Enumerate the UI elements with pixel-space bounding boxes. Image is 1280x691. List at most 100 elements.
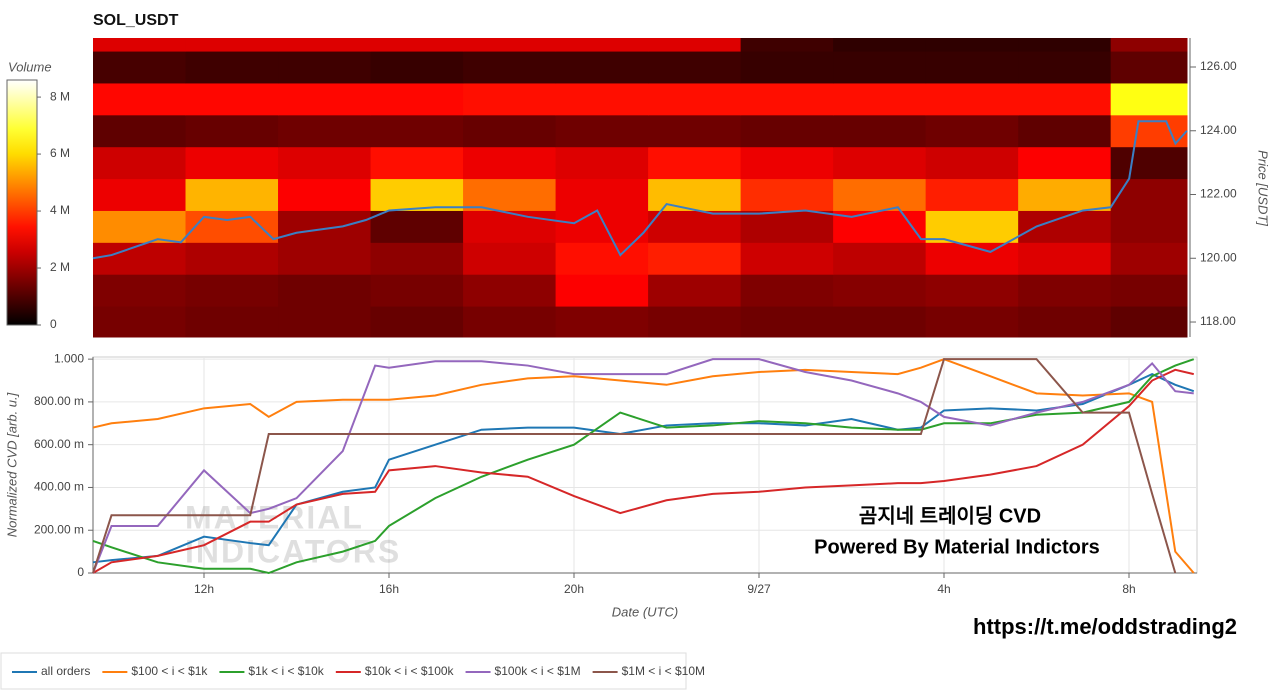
heat-cell xyxy=(93,82,187,116)
heat-cell xyxy=(925,306,1019,338)
heat-cell xyxy=(93,114,187,148)
heat-cell xyxy=(555,114,649,148)
heat-cell xyxy=(93,306,187,338)
heat-cell xyxy=(1018,146,1112,180)
cvd-line xyxy=(92,373,1195,564)
colorbar-tick-label: 8 M xyxy=(50,89,70,103)
annotation-link: https://t.me/oddstrading2 xyxy=(973,614,1237,639)
colorbar-label: Volume xyxy=(8,59,52,74)
price-tick-label: 120.00 xyxy=(1200,250,1237,264)
heat-cell xyxy=(555,274,649,307)
heat-cell xyxy=(555,146,649,180)
heat-cell xyxy=(278,306,372,338)
legend-label: $100k < i < $1M xyxy=(495,664,581,678)
y-tick-label: 600.00 m xyxy=(34,437,84,451)
heat-cell xyxy=(93,51,187,84)
heat-cell xyxy=(185,306,279,338)
heat-cell xyxy=(925,82,1019,116)
heat-cell xyxy=(1018,242,1112,275)
heat-cell xyxy=(648,38,742,52)
legend-box xyxy=(0,652,687,690)
colorbar-tick-label: 4 M xyxy=(50,203,70,217)
heat-cell xyxy=(833,51,927,84)
legend-label: $100 < i < $1k xyxy=(131,664,208,678)
heat-cell xyxy=(278,242,372,275)
heat-cell xyxy=(370,178,464,211)
heat-cell xyxy=(1018,38,1112,52)
heat-cell xyxy=(833,114,927,148)
heat-cell xyxy=(185,51,279,84)
heat-cell xyxy=(463,51,557,84)
heat-cell xyxy=(1018,306,1112,338)
cvd-line xyxy=(92,358,1195,574)
heat-cell xyxy=(278,51,372,84)
x-tick-label: 9/27 xyxy=(747,582,771,596)
heat-cell xyxy=(278,210,372,243)
heat-cell xyxy=(833,146,927,180)
y-axis-label: Normalized CVD [arb. u.] xyxy=(4,392,19,537)
heat-cell xyxy=(463,146,557,180)
heat-cell xyxy=(93,178,187,211)
annotation: Powered By Material Indictors xyxy=(814,536,1100,558)
heat-cell xyxy=(463,274,557,307)
heat-cell xyxy=(648,210,742,243)
heat-cell xyxy=(555,242,649,275)
heat-cell xyxy=(93,210,187,243)
heat-cell xyxy=(833,242,927,275)
cvd-line xyxy=(92,358,1195,575)
heat-cell xyxy=(1110,146,1188,180)
heat-cell xyxy=(648,274,742,307)
y-tick-label: 1.000 xyxy=(54,351,84,365)
heat-cell xyxy=(833,82,927,116)
heat-cell xyxy=(93,146,187,180)
heat-cell xyxy=(925,210,1019,243)
heat-cell xyxy=(463,306,557,338)
heat-cell xyxy=(463,82,557,116)
colorbar-tick-label: 0 xyxy=(50,317,57,331)
heat-cell xyxy=(1018,210,1112,243)
heat-cell xyxy=(740,146,834,180)
heat-cell xyxy=(833,38,927,52)
heat-cell xyxy=(740,306,834,338)
cvd-line xyxy=(92,368,1194,574)
watermark: MATERIAL xyxy=(185,499,364,535)
heat-cell xyxy=(648,82,742,116)
heat-cell xyxy=(555,306,649,338)
heat-cell xyxy=(463,38,557,52)
price-tick-label: 118.00 xyxy=(1200,314,1236,328)
heat-cell xyxy=(740,242,834,275)
heat-cell xyxy=(1110,51,1188,84)
heat-cell xyxy=(463,242,557,275)
heat-cell xyxy=(1110,178,1188,211)
y-tick-label: 200.00 m xyxy=(34,522,84,536)
heat-cell xyxy=(1110,274,1188,307)
heat-cell xyxy=(1018,51,1112,84)
heat-cell xyxy=(278,146,372,180)
x-tick-label: 4h xyxy=(937,582,950,596)
heat-cell xyxy=(925,38,1019,52)
heat-cell xyxy=(833,178,927,211)
heat-cell xyxy=(833,306,927,338)
heat-cell xyxy=(463,210,557,243)
heat-cell xyxy=(648,146,742,180)
heat-cell xyxy=(1018,114,1112,148)
annotation: 곰지네 트레이딩 CVD xyxy=(859,504,1041,527)
legend-label: $1k < i < $10k xyxy=(248,664,324,678)
heat-cell xyxy=(93,274,187,307)
heat-cell xyxy=(1110,242,1188,275)
heat-cell xyxy=(1110,210,1188,243)
x-tick-label: 12h xyxy=(194,582,214,596)
colorbar-tick-label: 6 M xyxy=(50,146,70,160)
heat-cell xyxy=(185,38,279,52)
heat-cell xyxy=(1110,82,1188,116)
heat-cell xyxy=(1018,274,1112,307)
heat-cell xyxy=(740,178,834,211)
x-axis-label: Date (UTC) xyxy=(612,604,678,619)
heat-cell xyxy=(370,210,464,243)
legend-label: all orders xyxy=(41,664,90,678)
price-line xyxy=(92,120,1188,260)
heat-cell xyxy=(555,51,649,84)
heat-cell xyxy=(1110,38,1188,52)
heat-cell xyxy=(463,178,557,211)
heat-cell xyxy=(925,274,1019,307)
